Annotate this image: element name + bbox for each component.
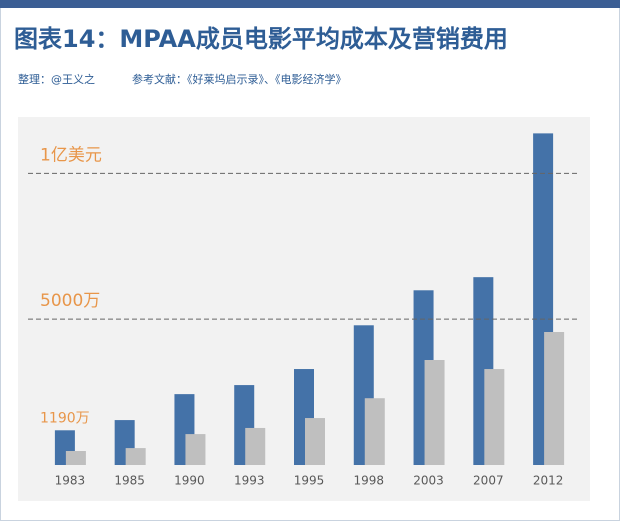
x-tick-label: 2003 — [413, 474, 444, 488]
x-tick-label: 2012 — [533, 474, 564, 488]
chart-title: 图表14：MPAA成员电影平均成本及营销费用 — [14, 25, 508, 53]
x-tick-label: 1998 — [354, 474, 385, 488]
x-tick-label: 2007 — [473, 474, 504, 488]
reference-label: 1亿美元 — [40, 145, 102, 165]
source: 参考文献：《好莱坞启示录》、《电影经济学》 — [132, 72, 347, 86]
bar — [484, 369, 505, 465]
x-tick-label: 1995 — [294, 474, 325, 488]
bar — [65, 451, 86, 465]
bar — [544, 332, 565, 465]
top-bar — [0, 0, 620, 8]
x-tick-label: 1985 — [114, 474, 145, 488]
x-tick-label: 1983 — [55, 474, 86, 488]
annotation: 1190万 — [40, 410, 90, 426]
x-tick-label: 1990 — [174, 474, 205, 488]
bar — [364, 398, 385, 465]
reference-label: 5000万 — [40, 291, 100, 311]
bar — [185, 434, 206, 465]
bar — [125, 448, 146, 465]
x-tick-label: 1993 — [234, 474, 265, 488]
subtitle: 整理：@王义之 — [18, 72, 95, 86]
bar — [424, 360, 445, 465]
bar — [305, 418, 325, 465]
bar — [245, 427, 266, 465]
